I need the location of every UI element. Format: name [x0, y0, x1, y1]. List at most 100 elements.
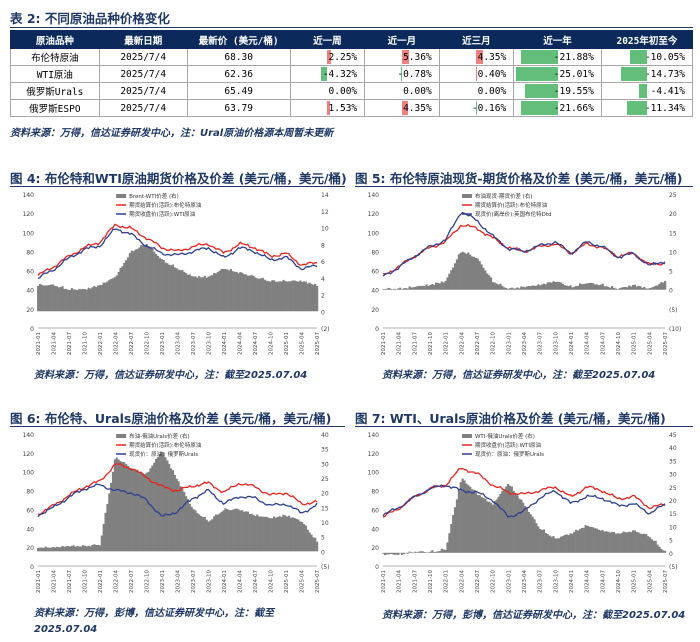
x-tick-label: 2021-10 [83, 332, 89, 355]
spread-bar [271, 518, 274, 552]
spread-bar [132, 251, 135, 312]
spread-bar [599, 284, 602, 290]
y-tick-label: 0 [375, 326, 379, 333]
spread-bar [190, 506, 193, 552]
price-change-table: 原油品种 最新日期 最新价 (美元/桶) 近一周 近一月 近三月 近一年 202… [10, 30, 694, 117]
spread-bar [76, 290, 79, 312]
spread-bar [289, 281, 293, 312]
x-tick-label: 2022-01 [444, 570, 450, 593]
spread-bar [406, 552, 409, 554]
y-tick-label: 80 [371, 489, 379, 496]
x-tick-label: 2021-04 [52, 332, 58, 355]
spread-bar [662, 282, 665, 290]
header-cell: 最新价 (美元/桶) [186, 30, 291, 49]
spread-bar [126, 465, 130, 552]
spread-bar [641, 533, 644, 553]
spread-bar [100, 535, 103, 552]
spread-bar [192, 276, 195, 312]
spread-bar [78, 546, 81, 552]
spread-bar [286, 281, 289, 312]
figure-rule [355, 186, 693, 187]
change-bar [639, 84, 647, 98]
spread-bar [491, 282, 495, 290]
spread-bar [611, 532, 614, 553]
change-value: -0.16% [471, 102, 507, 114]
spread-bar [40, 284, 43, 312]
spread-bar [108, 493, 111, 552]
spread-bar [402, 552, 406, 555]
spread-bar [282, 279, 285, 312]
spread-bar [616, 289, 619, 290]
x-tick-label: 2022-01 [98, 570, 104, 593]
spread-bar [459, 482, 462, 553]
spread-bar [476, 258, 479, 290]
spread-bar [65, 288, 68, 312]
fig7-chart: 0 20 40 60 80 100 120 140 (5) 0 5 10 15 20 25 30 35 40 45 2… [355, 426, 693, 604]
spread-bar [444, 549, 447, 553]
spread-bar [140, 471, 143, 552]
spread-bar [605, 286, 608, 290]
spread-bar [246, 275, 249, 312]
y-tick-label: 60 [371, 507, 379, 514]
chart-legend: WTI-俄油Urals价差 (右)期货收盘价(活跃):WTI原油现货价：原油：俄… [461, 432, 544, 458]
spread-bar [425, 552, 428, 554]
spread-bar [647, 536, 650, 553]
spread-bar [53, 547, 57, 552]
x-tick-label: 2025-07 [315, 332, 321, 355]
spread-bar [216, 514, 219, 552]
y-tick-label: 140 [368, 192, 380, 199]
spread-bar [531, 516, 534, 553]
spread-bar [160, 451, 163, 552]
spread-bar [293, 280, 296, 312]
spread-bar [478, 261, 481, 290]
spread-bar [624, 532, 627, 553]
fig6-spread-bars [37, 451, 319, 552]
spread-bar [552, 281, 555, 290]
y-tick-label: 100 [23, 470, 35, 477]
spread-bar [67, 289, 70, 312]
spread-bar [123, 462, 126, 552]
spread-bar [559, 536, 563, 553]
spread-bar [539, 528, 542, 553]
spread-bar [235, 271, 238, 312]
spread-bar [397, 288, 400, 290]
spread-bar [457, 489, 460, 553]
spread-bar [469, 254, 472, 290]
spread-bar [274, 281, 278, 312]
spread-bar [635, 286, 638, 290]
y-right-tick-label: 4 [321, 276, 325, 283]
spread-bar [224, 269, 227, 312]
spread-bar [302, 281, 306, 312]
spread-bar [100, 285, 103, 312]
spread-bar [284, 281, 287, 312]
change-cell: 0.40% [438, 65, 515, 83]
spread-bar [237, 273, 240, 312]
spread-bar [510, 287, 513, 290]
spread-bar [229, 510, 233, 552]
spread-bar [68, 289, 72, 312]
spread-bar [550, 536, 553, 553]
chart-legend: 布油-俄油Urals价差 (右)期货结算价(活跃):布伦特原油现货价：原油：俄罗… [116, 432, 202, 458]
spread-bar [226, 269, 229, 312]
spread-bar [96, 285, 100, 312]
change-bar [627, 101, 647, 115]
x-tick-label: 2023-04 [176, 332, 182, 355]
x-tick-label: 2021-04 [397, 570, 403, 593]
y-tick-label: 0 [375, 564, 379, 571]
figure-source-note: 资料来源：万得，信达证券研发中心，注：截至2025.07.04 [34, 370, 308, 381]
y-tick-label: 100 [368, 230, 380, 237]
spread-bar [435, 282, 438, 290]
spread-bar [488, 275, 491, 290]
spread-bar [601, 283, 604, 290]
fig4-series-line [37, 228, 318, 280]
spread-bar [548, 535, 551, 553]
legend-label: 现货价：原油：俄罗斯Urals [475, 450, 544, 458]
y-right-tick-label: (10) [669, 326, 681, 333]
spread-bar [312, 284, 315, 312]
spread-bar [48, 547, 51, 552]
x-tick-label: 2022-01 [444, 332, 450, 355]
spread-bar [209, 275, 212, 312]
change-cell: 0.00% [438, 82, 515, 100]
spread-bar [664, 281, 667, 290]
spread-bar [605, 531, 608, 553]
